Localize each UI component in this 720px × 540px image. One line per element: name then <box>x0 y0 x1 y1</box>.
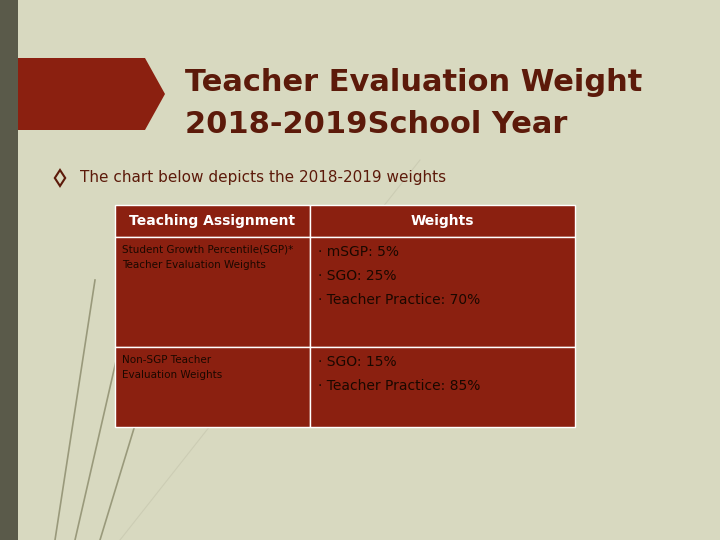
Bar <box>0 0 18 540</box>
Text: Student Growth Percentile(SGP)*
Teacher Evaluation Weights: Student Growth Percentile(SGP)* Teacher … <box>122 245 293 270</box>
Bar <box>115 205 310 237</box>
Text: 2018-2019School Year: 2018-2019School Year <box>185 110 567 139</box>
Bar <box>310 347 575 427</box>
Text: · SGO: 15%
· Teacher Practice: 85%: · SGO: 15% · Teacher Practice: 85% <box>318 355 480 393</box>
Bar <box>310 205 575 237</box>
Text: The chart below depicts the 2018-2019 weights: The chart below depicts the 2018-2019 we… <box>80 170 446 185</box>
Bar <box>115 237 310 347</box>
Bar <box>115 347 310 427</box>
Text: Weights: Weights <box>410 214 474 228</box>
Bar <box>310 237 575 347</box>
Text: Non-SGP Teacher
Evaluation Weights: Non-SGP Teacher Evaluation Weights <box>122 355 222 380</box>
Text: · mSGP: 5%
· SGO: 25%
· Teacher Practice: 70%: · mSGP: 5% · SGO: 25% · Teacher Practice… <box>318 245 480 307</box>
Text: Teaching Assignment: Teaching Assignment <box>130 214 296 228</box>
Polygon shape <box>18 58 165 130</box>
Text: Teacher Evaluation Weight: Teacher Evaluation Weight <box>185 68 642 97</box>
